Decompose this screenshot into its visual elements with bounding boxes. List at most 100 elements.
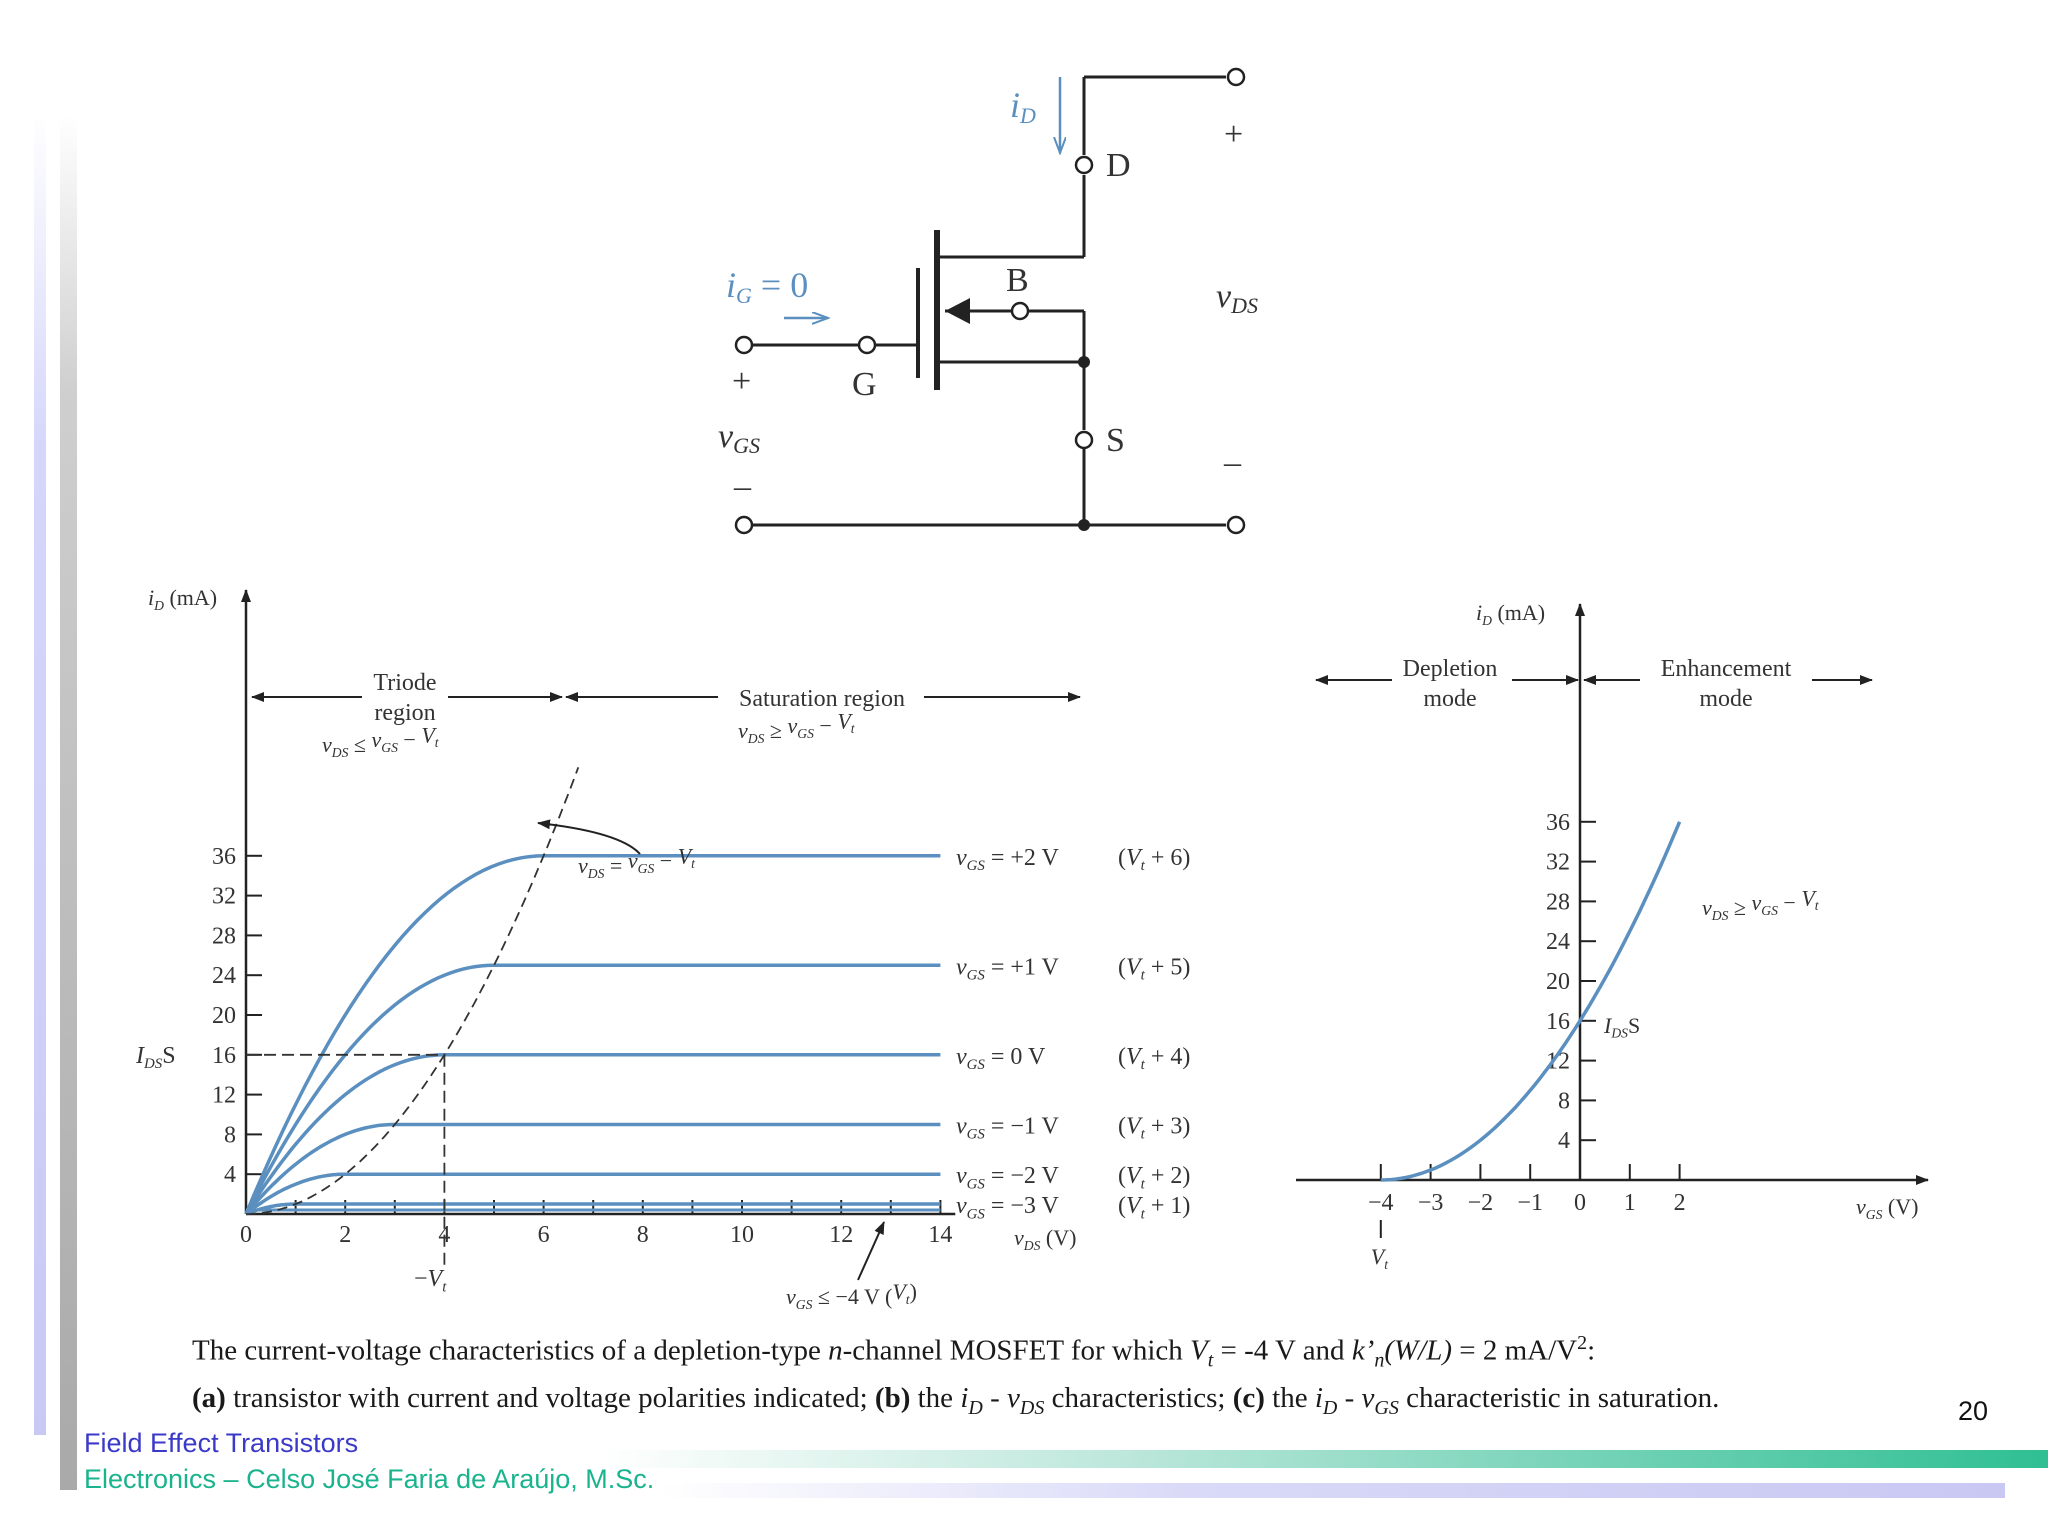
y-tick-label: 28 <box>212 923 236 949</box>
y-axis-label: iD (mA) <box>148 585 217 613</box>
vds-minus: – <box>1223 444 1242 481</box>
footer-title: Field Effect Transistors <box>84 1428 359 1458</box>
saturation-label: Saturation region <box>739 686 905 712</box>
x-tick-label: 12 <box>829 1222 853 1248</box>
x-tick-label: −2 <box>1468 1190 1494 1216</box>
y-tick-label: 36 <box>1546 810 1570 836</box>
vds-plus: + <box>1224 116 1243 153</box>
vt-label: Vt <box>1371 1244 1389 1272</box>
boundary-label: vDS = vGS − Vt <box>578 843 696 881</box>
id-label: iD <box>1010 85 1036 128</box>
y-tick-label: 32 <box>1546 850 1570 876</box>
vds-label: vDS <box>1216 278 1258 318</box>
x-tick-label: 8 <box>637 1222 649 1248</box>
x-tick-label: 0 <box>1574 1190 1586 1216</box>
x-tick-label: 14 <box>928 1222 952 1248</box>
x-tick-label: −1 <box>1517 1190 1543 1216</box>
ig-label: iG = 0 <box>726 265 808 308</box>
triode-label: region <box>374 700 435 726</box>
body-arrow-icon <box>945 298 970 324</box>
series-label: vGS = 0 V <box>956 1044 1046 1073</box>
triode-condition: vDS ≤ vGS − Vt <box>322 722 440 760</box>
idss-label: IDSS <box>1603 1013 1640 1041</box>
y-tick-label: 20 <box>1546 969 1570 995</box>
curve-vgs-series <box>244 963 941 1215</box>
page-number: 20 <box>1958 1396 1989 1426</box>
caption-line-1: The current-voltage characteristics of a… <box>192 1332 1596 1372</box>
y-tick-label: 8 <box>224 1122 236 1148</box>
terminal-circles <box>734 67 1246 535</box>
series-label: vGS = −2 V <box>956 1163 1059 1192</box>
depletion-label: Depletion <box>1403 656 1498 682</box>
series-tag: (Vt + 4) <box>1118 1044 1190 1073</box>
gate-label: G <box>852 366 877 403</box>
y-tick-label: 20 <box>212 1003 236 1029</box>
footer-author: Electronics – Celso José Faria de Araújo… <box>84 1464 655 1494</box>
y-axis-label: iD (mA) <box>1476 600 1545 628</box>
left-accent-bar <box>34 115 46 1435</box>
series-tag: (Vt + 6) <box>1118 845 1190 874</box>
x-tick-label: −4 <box>1368 1190 1394 1216</box>
y-tick-label: 28 <box>1546 889 1570 915</box>
x-axis-label: vGS (V) <box>1856 1194 1918 1222</box>
vgs-minus: – <box>733 468 752 505</box>
curve-id-vgs <box>1380 821 1682 1182</box>
series-tag: (Vt + 3) <box>1118 1113 1190 1142</box>
boundary-pointer <box>537 819 641 855</box>
series-label: vGS = −3 V <box>956 1193 1059 1222</box>
mosfet-circuit <box>752 75 1226 527</box>
x-tick-label: 6 <box>538 1222 550 1248</box>
id-vds-chart: 024681012144812162024283236iD (mA)vDS (V… <box>135 585 1190 1312</box>
series-label: vGS = −1 V <box>956 1113 1059 1142</box>
footer-line-lavender <box>660 1483 2005 1498</box>
footer-line-green <box>600 1450 2048 1468</box>
idss-label: IDSS <box>135 1043 176 1072</box>
boundary-curve <box>245 766 580 1215</box>
cutoff-pointer <box>857 1221 885 1281</box>
x-tick-label: −3 <box>1418 1190 1444 1216</box>
y-tick-label: 16 <box>1546 1009 1570 1035</box>
y-tick-label: 24 <box>1546 929 1570 955</box>
y-tick-label: 8 <box>1558 1088 1570 1114</box>
junction-dots <box>1078 356 1090 531</box>
curve-vgs-series <box>244 1053 941 1215</box>
figure-caption: The current-voltage characteristics of a… <box>192 1324 1992 1427</box>
series-label: vGS = +2 V <box>956 845 1059 874</box>
y-tick-label: 24 <box>212 963 236 989</box>
saturation-condition: vDS ≥ vGS − Vt <box>738 708 856 746</box>
y-tick-label: 36 <box>212 844 236 870</box>
series-tag: (Vt + 5) <box>1118 954 1190 983</box>
x-tick-label: 2 <box>1674 1190 1686 1216</box>
triode-label: Triode <box>373 670 436 696</box>
condition-label: vDS ≥ vGS − Vt <box>1702 885 1820 923</box>
vgs-label: vGS <box>718 418 760 458</box>
y-tick-label: 32 <box>212 884 236 910</box>
body-label: B <box>1006 262 1029 299</box>
series-tag: (Vt + 2) <box>1118 1163 1190 1192</box>
source-label: S <box>1106 422 1125 459</box>
x-tick-label: 1 <box>1624 1190 1636 1216</box>
series-label: vGS = +1 V <box>956 954 1059 983</box>
x-tick-label: 10 <box>730 1222 754 1248</box>
y-tick-label: 4 <box>1558 1128 1570 1154</box>
x-axis-label: vDS (V) <box>1014 1225 1076 1253</box>
caption-line-2: (a) transistor with current and voltage … <box>192 1382 1720 1420</box>
depletion-label: mode <box>1423 686 1476 712</box>
vgs-plus: + <box>732 363 751 400</box>
neg-vt-label: −Vt <box>414 1266 447 1295</box>
curve-vgs-series <box>244 854 941 1215</box>
drain-label: D <box>1106 147 1131 184</box>
x-tick-label: 2 <box>339 1222 351 1248</box>
y-tick-label: 12 <box>212 1083 236 1109</box>
series-tag: (Vt + 1) <box>1118 1193 1190 1222</box>
y-tick-label: 4 <box>224 1162 236 1188</box>
left-accent-bar-gray <box>60 115 77 1490</box>
enhancement-label: mode <box>1699 686 1752 712</box>
curve-vgs-series <box>244 1122 941 1216</box>
y-tick-label: 16 <box>212 1043 236 1069</box>
curve-vgs-series <box>244 1172 941 1216</box>
enhancement-label: Enhancement <box>1661 656 1792 682</box>
x-tick-label: 0 <box>240 1222 252 1248</box>
